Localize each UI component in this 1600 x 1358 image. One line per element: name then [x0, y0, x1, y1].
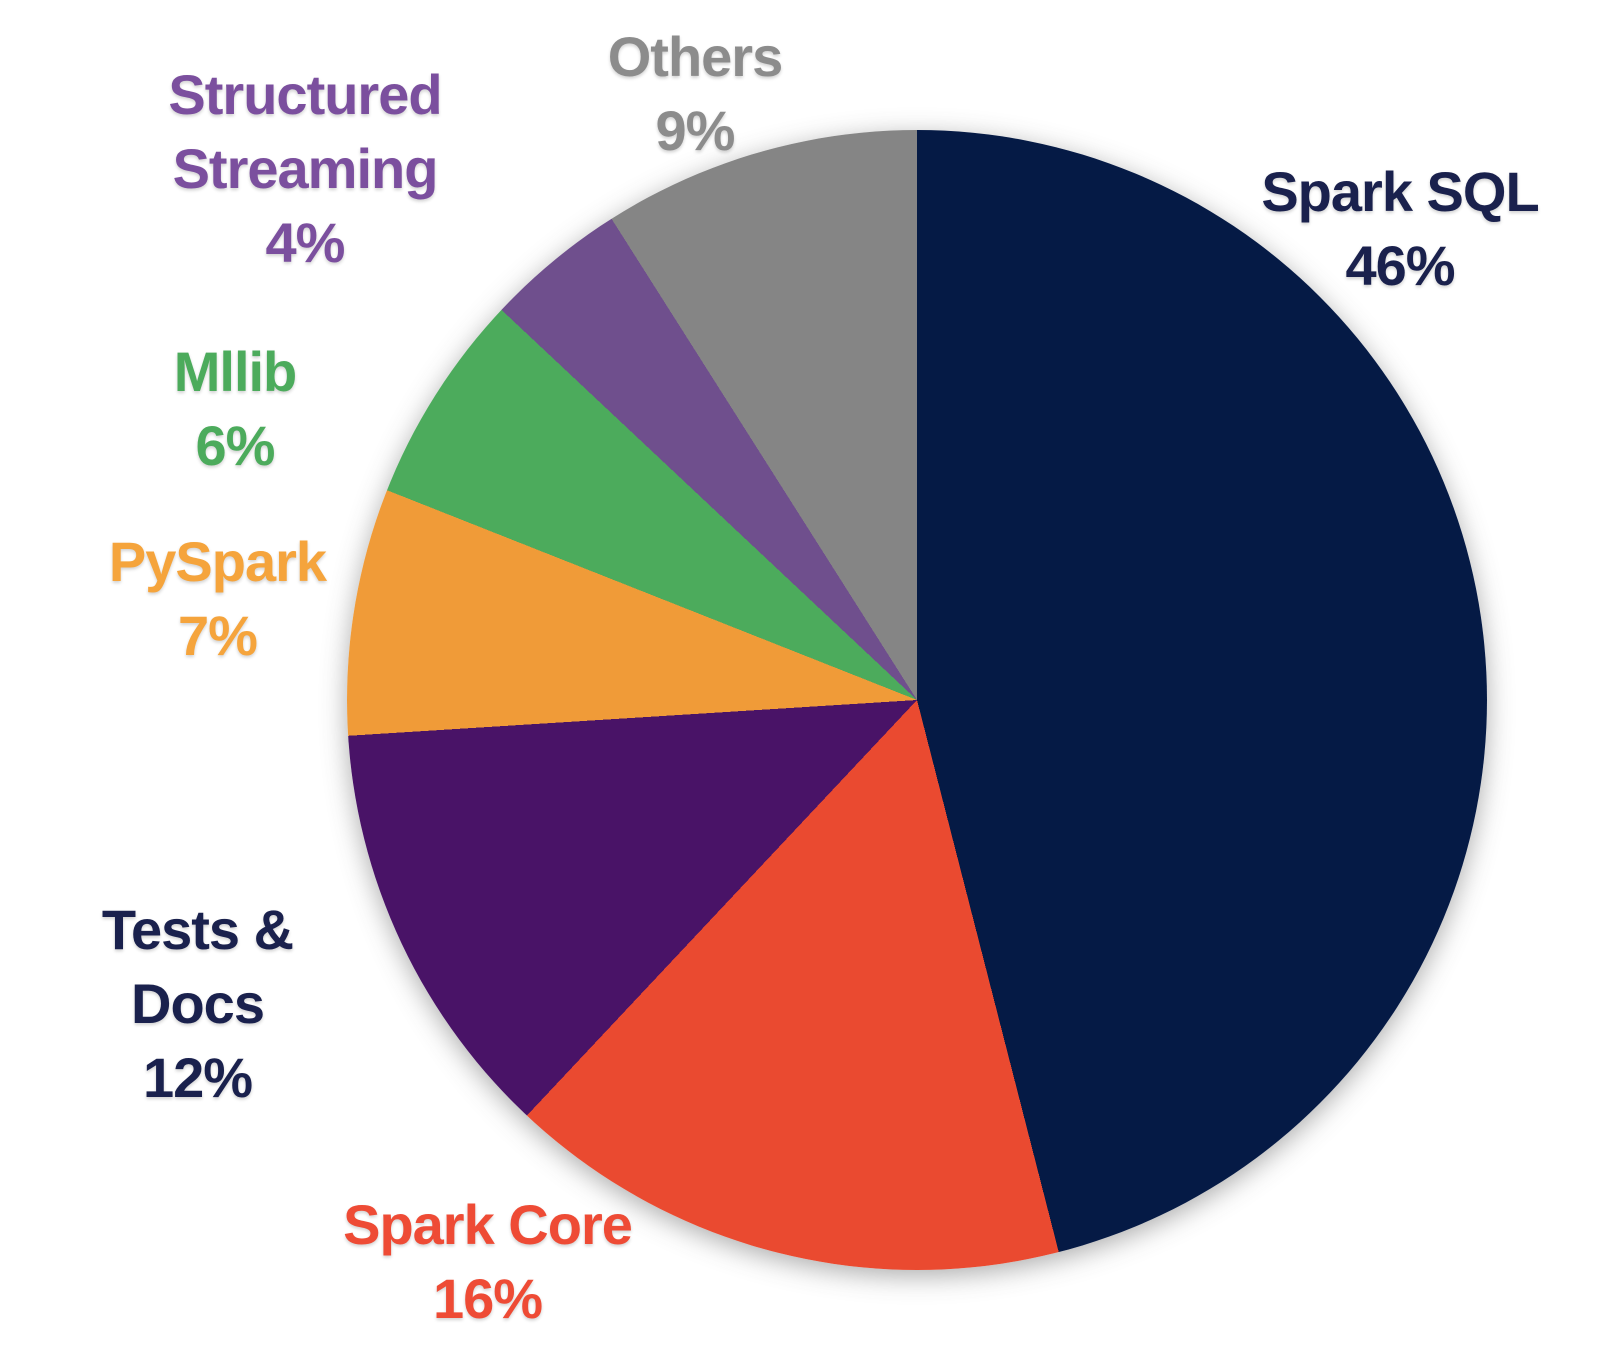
segment-name: Streaming: [172, 137, 439, 200]
label-pyspark: PySpark 7%: [75, 525, 360, 673]
segment-value: 9%: [655, 99, 736, 162]
label-tests-docs: Tests & Docs 12%: [55, 893, 340, 1115]
label-structured-streaming: Structured Streaming 4%: [125, 58, 485, 280]
segment-name: Tests &: [101, 898, 294, 961]
segment-name: Docs: [131, 972, 265, 1035]
pie-chart: [347, 130, 1487, 1270]
segment-value: 46%: [1345, 234, 1455, 297]
segment-value: 6%: [195, 414, 276, 477]
segment-name: Others: [607, 25, 784, 88]
segment-value: 12%: [142, 1046, 253, 1109]
segment-name: Structured: [168, 63, 442, 126]
segment-name: Mllib: [173, 340, 298, 403]
label-spark-core: Spark Core 16%: [335, 1188, 640, 1336]
label-others: Others 9%: [560, 20, 830, 168]
segment-value: 7%: [178, 604, 258, 667]
segment-name: Spark Core: [343, 1193, 633, 1256]
segment-name: PySpark: [108, 530, 327, 593]
segment-value: 16%: [432, 1267, 543, 1330]
segment-value: 4%: [265, 211, 346, 274]
segment-name: Spark SQL: [1261, 160, 1539, 223]
label-spark-sql: Spark SQL 46%: [1210, 155, 1590, 303]
label-mllib: Mllib 6%: [95, 335, 375, 483]
